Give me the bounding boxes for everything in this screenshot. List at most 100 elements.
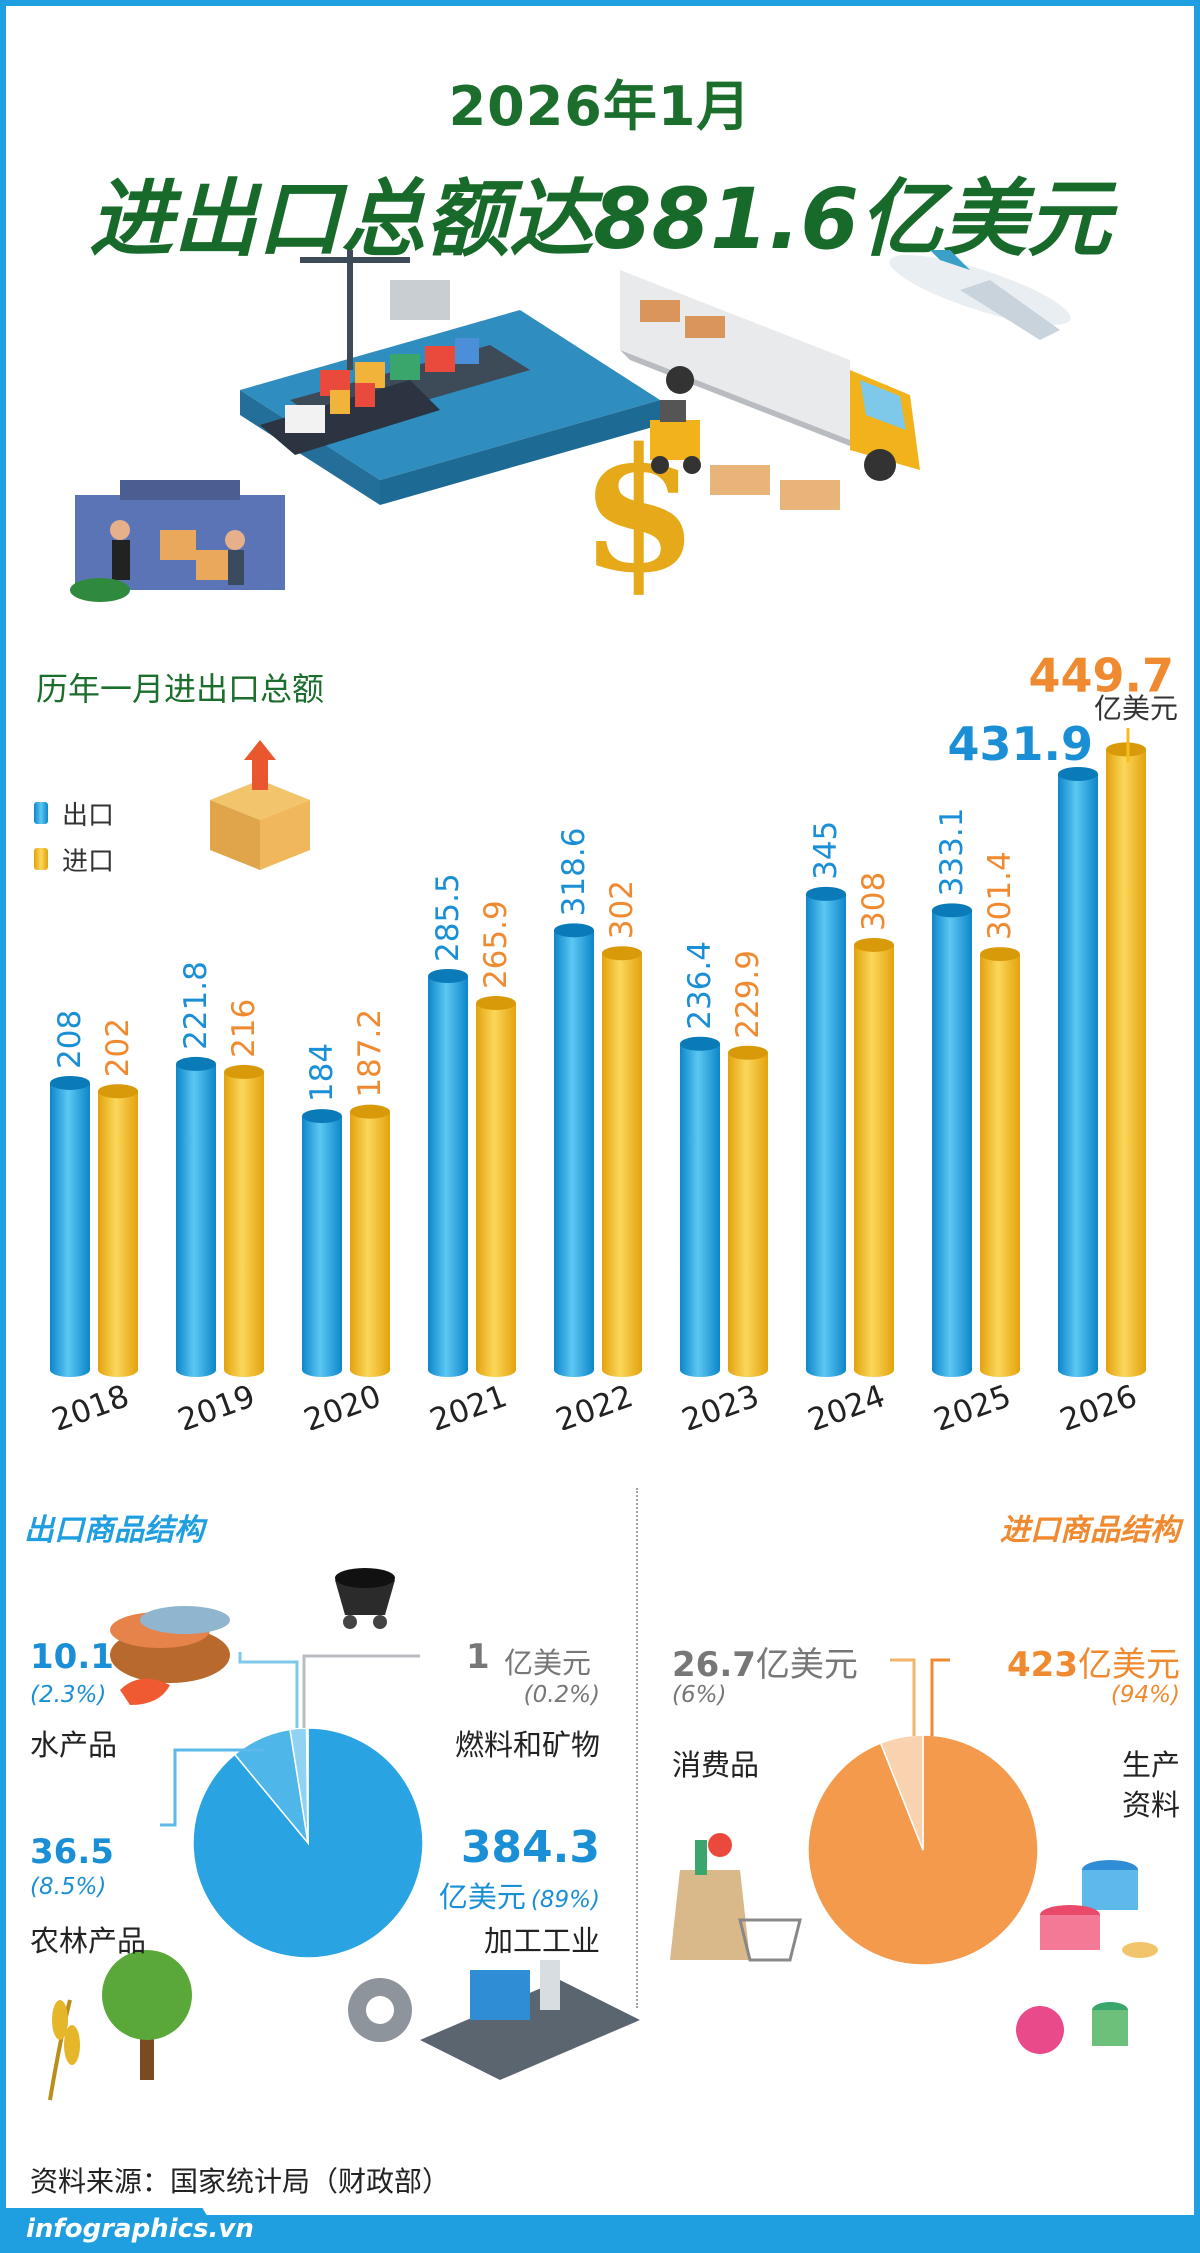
value-label-import-2021: 265.9 bbox=[478, 900, 514, 989]
export-item-agri-pct: (8.5%) bbox=[30, 1874, 107, 1900]
value-label-import-2023: 229.9 bbox=[730, 950, 766, 1039]
bar-export-2023 bbox=[680, 1043, 720, 1370]
category-label-2021: 2021 bbox=[425, 1378, 511, 1430]
thread-spools-icon bbox=[1016, 1860, 1158, 2054]
export-callout-lines bbox=[160, 1652, 420, 1827]
bar-import-2024 bbox=[854, 944, 894, 1370]
bar-cap-import-2025 bbox=[980, 947, 1020, 962]
bar-base-import-2023 bbox=[728, 1363, 768, 1377]
import-section-art bbox=[670, 1658, 1158, 2054]
bar-import-2023 bbox=[728, 1052, 768, 1370]
bar-base-export-2025 bbox=[932, 1363, 972, 1377]
bar-base-export-2023 bbox=[680, 1363, 720, 1377]
unit-label-2026: 亿美元 bbox=[1094, 692, 1178, 725]
export-item-aquatic-pct: (2.3%) bbox=[30, 1682, 107, 1708]
shopping-bag-icon bbox=[670, 1833, 802, 1962]
export-item-processing-unit: 亿美元 bbox=[438, 1880, 526, 1914]
value-label-export-2020: 184 bbox=[304, 1043, 340, 1102]
import-item-consumer-label: 消费品 bbox=[672, 1748, 760, 1782]
gear-piston-icon bbox=[348, 1978, 412, 2042]
bar-cap-import-2024 bbox=[854, 937, 894, 952]
export-structure-title: 出口商品结构 bbox=[24, 1513, 204, 1548]
source-note: 资料来源：国家统计局（财政部） bbox=[30, 2165, 451, 2198]
import-item-production-label-1: 生产 bbox=[1121, 1748, 1180, 1782]
bar-base-import-2018 bbox=[98, 1363, 138, 1377]
export-section-art bbox=[48, 1568, 640, 2101]
bar-export-2026 bbox=[1058, 773, 1098, 1370]
legend-label-export: 出口 bbox=[62, 800, 115, 831]
export-item-processing-value: 384.3 bbox=[460, 1822, 600, 1873]
import-item-consumer-unit: 亿美元 bbox=[755, 1645, 858, 1685]
value-label-export-2023: 236.4 bbox=[682, 941, 718, 1030]
bar-base-import-2020 bbox=[350, 1363, 390, 1377]
value-label-import-2022: 302 bbox=[604, 880, 640, 939]
import-callout-lines bbox=[890, 1658, 950, 1736]
legend-item-export: 出口 bbox=[34, 790, 114, 836]
section-divider bbox=[636, 1488, 638, 2008]
footer-tab bbox=[0, 2208, 230, 2253]
bar-base-import-2022 bbox=[602, 1363, 642, 1377]
import-pie-slice-consumer bbox=[879, 1734, 924, 1851]
bar-base-export-2018 bbox=[50, 1363, 90, 1377]
bar-export-2024 bbox=[806, 893, 846, 1370]
export-item-processing-label: 加工工业 bbox=[483, 1924, 600, 1958]
bar-cap-export-2024 bbox=[806, 886, 846, 901]
bar-cap-export-2021 bbox=[428, 969, 468, 984]
tree-icon bbox=[102, 1950, 192, 2080]
legend-label-import: 进口 bbox=[62, 846, 115, 877]
export-item-fuel-label: 燃料和矿物 bbox=[454, 1728, 600, 1762]
bar-export-2021 bbox=[428, 976, 468, 1370]
category-label-2022: 2022 bbox=[551, 1378, 637, 1430]
category-label-2020: 2020 bbox=[299, 1378, 385, 1430]
box-arrow-icon bbox=[210, 740, 310, 870]
value-label-import-2019: 216 bbox=[226, 999, 262, 1058]
airplane-icon bbox=[889, 250, 1071, 340]
chart-title: 历年一月进出口总额 bbox=[36, 670, 325, 708]
seafood-basket-icon bbox=[110, 1606, 230, 1705]
import-item-consumer-valueunit: 26.7亿美元 bbox=[672, 1637, 858, 1686]
factory-icon bbox=[420, 1960, 640, 2080]
bar-import-2018 bbox=[98, 1091, 138, 1370]
bar-base-import-2025 bbox=[980, 1363, 1020, 1377]
bar-base-import-2026 bbox=[1106, 1363, 1146, 1377]
bar-import-2021 bbox=[476, 1003, 516, 1370]
bar-cap-export-2020 bbox=[302, 1109, 342, 1124]
bar-import-2019 bbox=[224, 1071, 264, 1370]
bar-cap-export-2018 bbox=[50, 1075, 90, 1090]
legend-swatch-export bbox=[34, 802, 48, 824]
bar-base-import-2024 bbox=[854, 1363, 894, 1377]
bar-cap-export-2022 bbox=[554, 923, 594, 938]
value-label-export-2019: 221.8 bbox=[178, 961, 214, 1050]
bar-base-export-2020 bbox=[302, 1363, 342, 1377]
category-label-2024: 2024 bbox=[803, 1378, 889, 1430]
bar-cap-export-2019 bbox=[176, 1056, 216, 1071]
import-item-consumer-value: 26.7 bbox=[672, 1645, 756, 1685]
value-label-import-2024: 308 bbox=[856, 872, 892, 931]
truck-icon bbox=[620, 270, 920, 481]
chart-legend: 出口 进口 bbox=[34, 790, 114, 882]
bar-cap-import-2019 bbox=[224, 1064, 264, 1079]
export-item-agri-label: 农林产品 bbox=[30, 1924, 147, 1958]
export-item-fuel-unit: 亿美元 bbox=[504, 1646, 592, 1680]
bar-export-2025 bbox=[932, 910, 972, 1370]
export-item-fuel-value: 1 bbox=[466, 1637, 490, 1677]
value-label-import-2020: 187.2 bbox=[352, 1009, 388, 1098]
import-item-production-unit: 亿美元 bbox=[1078, 1645, 1180, 1685]
port-ship-icon bbox=[240, 250, 660, 505]
brand-link[interactable]: infographics.vn bbox=[26, 2214, 254, 2244]
export-item-fuel-pct: (0.2%) bbox=[523, 1682, 600, 1708]
import-item-production-value: 423 bbox=[1007, 1645, 1078, 1685]
export-item-processing-unitpct: 亿美元 (89%) bbox=[439, 1874, 600, 1916]
bar-cap-export-2026 bbox=[1058, 766, 1098, 781]
value-label-export-2018: 208 bbox=[52, 1010, 88, 1069]
bar-cap-import-2020 bbox=[350, 1104, 390, 1119]
bar-base-export-2024 bbox=[806, 1363, 846, 1377]
bar-base-export-2022 bbox=[554, 1363, 594, 1377]
import-item-consumer-pct: (6%) bbox=[672, 1682, 727, 1708]
bar-export-2022 bbox=[554, 930, 594, 1370]
bar-base-export-2019 bbox=[176, 1363, 216, 1377]
bar-base-import-2019 bbox=[224, 1363, 264, 1377]
value-label-export-2025: 333.1 bbox=[934, 808, 970, 897]
bar-import-2022 bbox=[602, 953, 642, 1370]
value-label-export-2022: 318.6 bbox=[556, 828, 592, 917]
